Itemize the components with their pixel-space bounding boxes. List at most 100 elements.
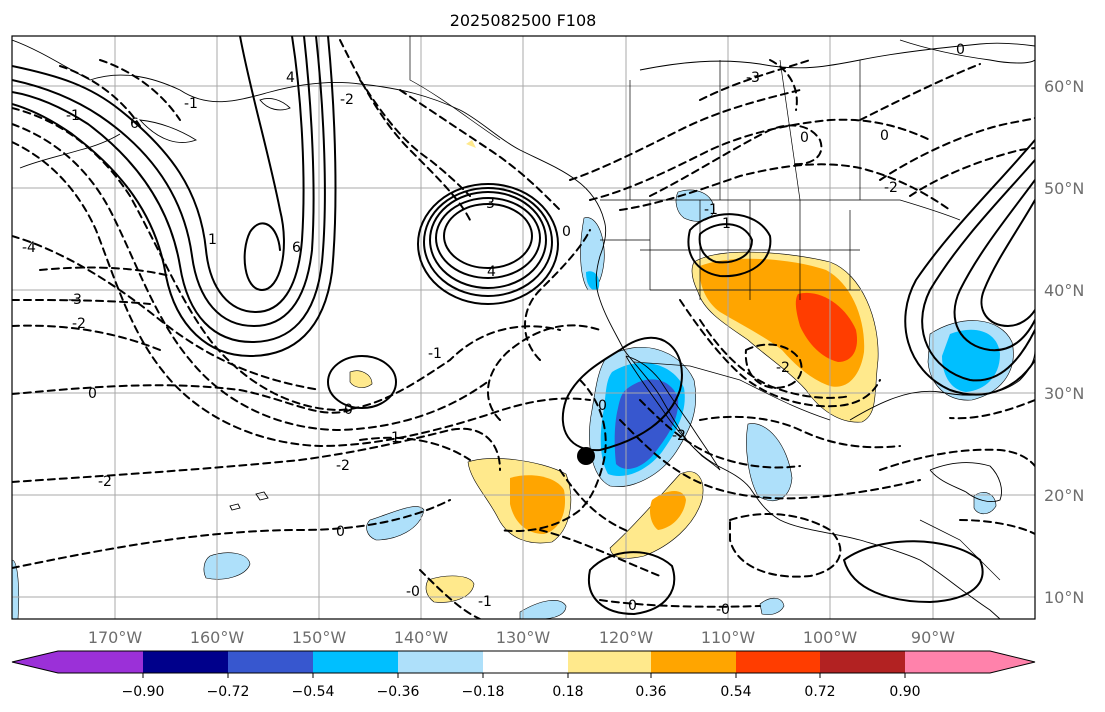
- us-mexico-border: [633, 361, 831, 421]
- contour-label: -4: [22, 240, 36, 256]
- baja-peninsula: [625, 355, 721, 471]
- colorbar-tick-label: −0.18: [462, 684, 505, 700]
- contour-label: -2: [336, 458, 350, 474]
- longitude-label: 150°W: [292, 628, 347, 647]
- central-america: [919, 519, 1001, 581]
- map-frame: [11, 35, 1036, 620]
- contour-dash-32: [879, 448, 1035, 471]
- contour-label: -2: [98, 474, 112, 490]
- colorbar-tick-label: −0.90: [122, 684, 165, 700]
- hudson-bay: [899, 39, 1035, 64]
- contour-dash-35: [419, 569, 481, 619]
- contour-dash-23: [879, 117, 1035, 181]
- contour-label: -2: [672, 428, 686, 444]
- contour-label: 4: [487, 264, 496, 280]
- colorbar-segment: [568, 651, 651, 673]
- contour-label: -1: [66, 108, 80, 124]
- canada-arctic: [639, 42, 1035, 71]
- political-borders: [409, 36, 1001, 581]
- contour-idaho-loop-2: [698, 223, 754, 264]
- positive-anomaly-tiny: [466, 140, 476, 148]
- contour-dash-30: [699, 415, 901, 449]
- longitude-label: 120°W: [599, 628, 654, 647]
- colorbar-outline: [11, 650, 1036, 674]
- contour-low-4: [423, 187, 553, 297]
- storm-center-marker: [577, 447, 595, 465]
- negative-anomaly-baja-core: [614, 379, 679, 469]
- contour-east-2: [953, 179, 1035, 352]
- contour-label: 0: [336, 524, 345, 540]
- contour-sw-loop: [843, 540, 984, 604]
- contour-east-4: [904, 139, 1035, 396]
- colorbar-high-extend: [990, 651, 1035, 673]
- contour-label: 0: [800, 130, 809, 146]
- colorbar-segment: [736, 651, 820, 673]
- contour-dash-37: [499, 379, 607, 532]
- contour-dash-20: [699, 59, 811, 101]
- negative-anomaly-oregon-core: [586, 271, 600, 291]
- colorbar-segment: [651, 651, 736, 673]
- contour-label: -1: [184, 96, 198, 112]
- contour-dash-10: [359, 436, 471, 461]
- contour-dash-24: [909, 147, 1035, 197]
- contour-baja-loop: [561, 336, 683, 452]
- hawaii: [229, 491, 269, 511]
- contour-pacific-high: [327, 355, 397, 409]
- map-panel: -1 6 -1 4 -2 6 1 3 4 0 -4 -3 -2 -1 0 0 -…: [12, 36, 1035, 619]
- contour-dash-31: [729, 513, 842, 578]
- contour-dash-18: [619, 163, 951, 211]
- colorbar-tick-label: −0.54: [292, 684, 335, 700]
- colorbar-segment: [228, 651, 313, 673]
- map-title: 2025082500 F108: [450, 11, 597, 30]
- colorbar-segment: [820, 651, 905, 673]
- contour-label-layer: -1 6 -1 4 -2 6 1 3 4 0 -4 -3 -2 -1 0 0 -…: [22, 42, 965, 618]
- contour-label: 0: [88, 386, 97, 402]
- longitude-label: 160°W: [190, 628, 245, 647]
- contour-label: 0: [562, 224, 571, 240]
- canada-provinces: [629, 59, 861, 201]
- contour-dash-22: [859, 63, 981, 121]
- contour-label: -2: [340, 92, 354, 108]
- contour-east-3: [980, 199, 1035, 328]
- contour-label: -2: [884, 180, 898, 196]
- contour-dash-36: [599, 599, 761, 608]
- contour-dash-40: [949, 399, 1035, 420]
- contour-label: -1: [386, 430, 400, 446]
- contour-label: -2: [72, 316, 86, 332]
- contours: [12, 36, 1035, 619]
- contour-label: -3: [746, 70, 760, 86]
- positive-anomaly-pacific-core: [510, 475, 566, 534]
- latitude-label: 50°N: [1044, 179, 1084, 198]
- contour-dash-9: [12, 499, 451, 569]
- contour-idaho-loop: [687, 213, 772, 278]
- contour-dash-5: [12, 299, 151, 305]
- contour-dash-17: [589, 118, 931, 201]
- contour-low-2: [435, 197, 541, 279]
- colorbar-tick-label: 0.72: [804, 684, 835, 700]
- negative-anomaly-caribbean: [973, 492, 997, 515]
- contour-label: 0: [880, 128, 889, 144]
- contour-dash-1: [12, 107, 561, 412]
- positive-anomaly-central-us-core: [795, 292, 858, 362]
- latitude-axis: 60°N 50°N 40°N 30°N 20°N 10°N: [1044, 77, 1084, 607]
- longitude-label: 110°W: [701, 628, 756, 647]
- contour-dash-28: [639, 399, 801, 469]
- contour-label: -0: [716, 602, 730, 618]
- contour-dash-15: [486, 324, 601, 421]
- contour-dash-8: [12, 427, 501, 483]
- contour-east-1: [921, 159, 1035, 382]
- colorbar-tick-label: 0.18: [552, 684, 583, 700]
- contour-dash-14: [524, 229, 591, 361]
- contour-label: 6: [292, 240, 301, 256]
- contour-dash-26: [699, 319, 851, 399]
- longitude-label: 100°W: [803, 628, 858, 647]
- contour-label: 6: [130, 116, 139, 132]
- colorbar-tick-label: −0.72: [207, 684, 250, 700]
- contour-dash-41: [99, 59, 181, 121]
- contour-dash-21: [769, 59, 798, 111]
- contour-label: -3: [68, 292, 82, 308]
- contour-label: 0: [598, 398, 607, 414]
- longitude-label: 140°W: [394, 628, 449, 647]
- colorbar-low-extend: [12, 651, 58, 673]
- contour-trough-2: [12, 36, 305, 314]
